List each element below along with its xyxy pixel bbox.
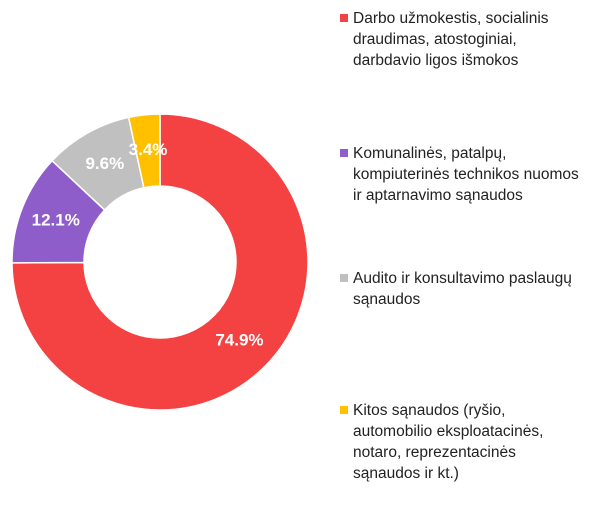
legend-swatch [340,274,348,282]
legend-label: Darbo užmokestis, socialinis draudimas, … [353,10,549,69]
slice [11,113,309,411]
legend-label: Komunalinės, patalpų, kompiuterinės tech… [353,145,579,204]
legend-label: Kitos sąnaudos (ryšio, automobilio ekspl… [353,402,544,482]
legend-item: Kitos sąnaudos (ryšio, automobilio ekspl… [340,400,580,484]
legend-swatch [340,149,348,157]
legend-item: Audito ir konsultavimo paslaugų sąnaudos [340,268,580,310]
legend-item: Darbo užmokestis, socialinis draudimas, … [340,8,580,71]
legend-swatch [340,14,348,22]
data-label: 74.9% [215,330,263,349]
legend-label: Audito ir konsultavimo paslaugų sąnaudos [353,270,572,308]
legend-swatch [340,406,348,414]
slice [127,113,161,189]
data-label: 3.4% [129,140,168,159]
data-label: 9.6% [85,154,124,173]
data-label: 12.1% [32,211,80,230]
legend-item: Komunalinės, patalpų, kompiuterinės tech… [340,143,580,206]
chart: 74.9% 12.1% 9.6% 3.4% [11,113,309,411]
